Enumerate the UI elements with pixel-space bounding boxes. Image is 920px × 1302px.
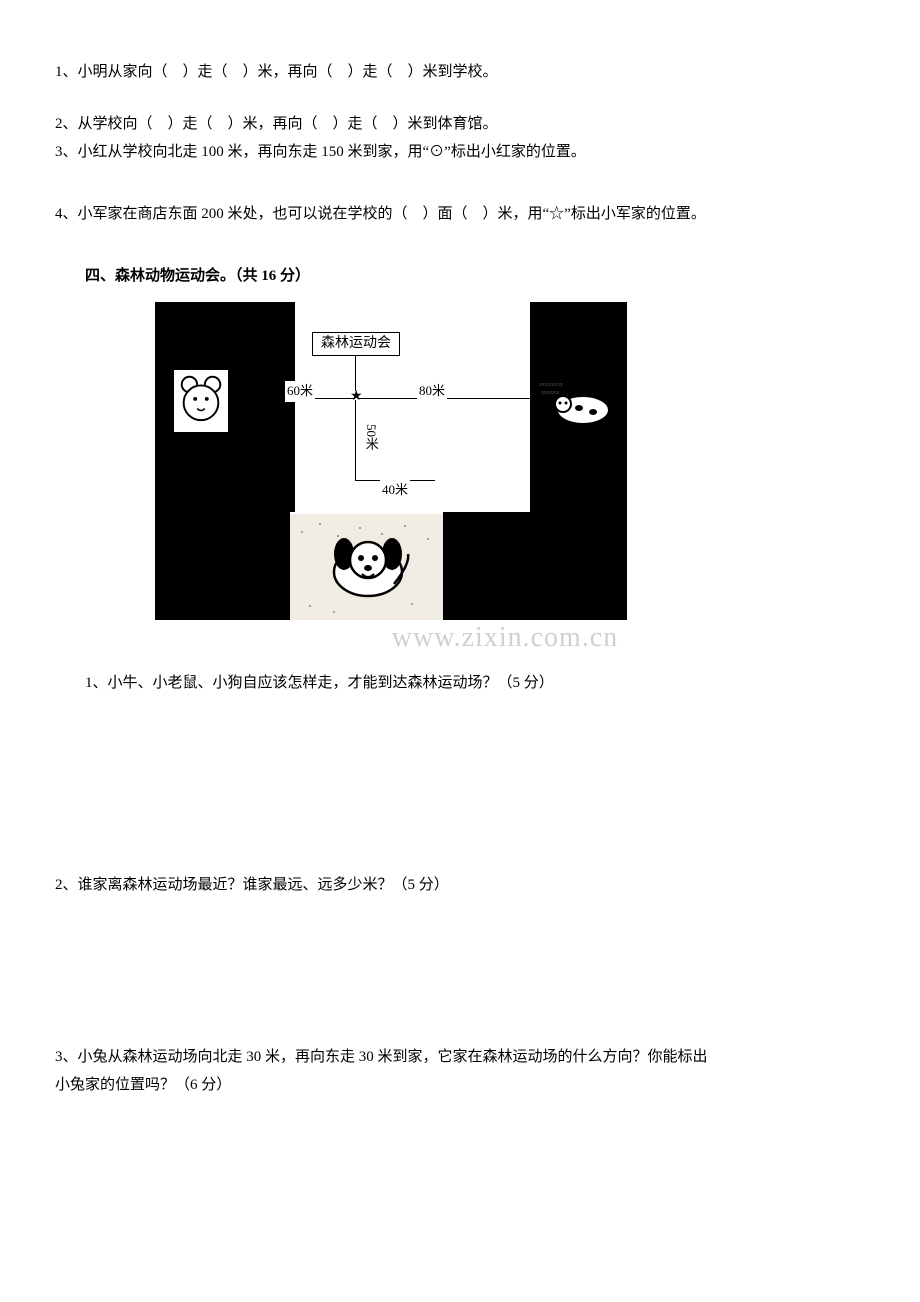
section-4-question-3a: 3、小兔从森林运动场向北走 30 米，再向东走 30 米到家，它家在森林运动场的… [55,1045,865,1069]
question-1: 1、小明从家向（ ）走（ ）米，再向（ ）走（ ）米到学校。 [55,60,865,84]
answer-space-2 [55,925,865,1045]
path-south [355,400,356,480]
mouse-icon [174,370,228,432]
diagram-container: 森林运动会 ★ 60米 80米 50米 40米 [155,302,865,622]
section-4-question-3b: 小兔家的位置吗？（6 分） [55,1073,865,1097]
question-2: 2、从学校向（ ）走（ ）米，再向（ ）走（ ）米到体育馆。 [55,112,865,136]
cow-icon: xxxxxxxx xxxxxx [535,376,623,430]
question-4: 4、小军家在商店东面 200 米处，也可以说在学校的（ ）面（ ）米，用“☆”标… [55,202,865,226]
section-4-question-1: 1、小牛、小老鼠、小狗自应该怎样走，才能到达森林运动场？（5 分） [55,671,865,695]
center-star-icon: ★ [350,386,363,408]
cow-tile: xxxxxxxx xxxxxx [535,376,623,430]
distance-east: 80米 [417,381,447,402]
forest-diagram: 森林运动会 ★ 60米 80米 50米 40米 [155,302,627,622]
section-4-title: 四、森林动物运动会。（共 16 分） [55,264,865,288]
distance-west: 60米 [285,381,315,402]
svg-text:xxxxxxxx: xxxxxxxx [539,382,563,388]
blackout-bottom-right [443,512,627,620]
blackout-bottom-left [155,512,290,620]
section-4-question-2: 2、谁家离森林运动场最近？谁家最远、远多少米？（5 分） [55,873,865,897]
dog-icon [290,514,443,620]
mouse-tile [173,369,229,433]
answer-space-1 [55,723,865,873]
distance-south: 50米 [358,424,383,450]
svg-text:xxxxxx: xxxxxx [541,390,559,396]
distance-branch: 40米 [380,480,410,501]
sign-board: 森林运动会 [312,332,400,356]
question-3: 3、小红从学校向北走 100 米，再向东走 150 米到家，用“⊙”标出小红家的… [55,140,865,164]
dog-tile [290,514,443,620]
watermark-text: www.zixin.com.cn [55,616,865,661]
